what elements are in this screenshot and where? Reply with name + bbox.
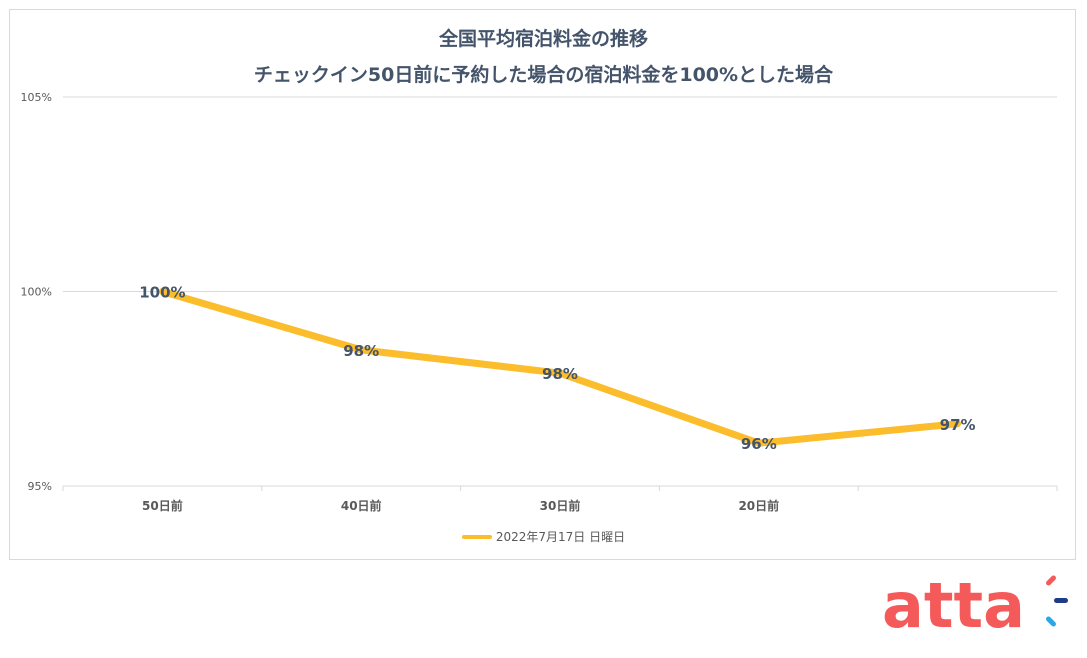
data-label: 96% (741, 435, 777, 453)
chart-legend: 2022年7月17日 日曜日 (0, 528, 1087, 545)
y-tick-label: 105% (21, 91, 52, 104)
data-label: 98% (343, 342, 379, 360)
y-tick-label: 95% (28, 480, 52, 493)
atta-logo-wordmark: atta (882, 572, 1025, 636)
x-tick-label: 30日前 (540, 498, 581, 513)
chart-title: 全国平均宿泊料金の推移 (438, 28, 648, 50)
line-chart: 95% 100% 105% 50日前 40日前 30日前 20日前 100% 98% 98% 96%… (21, 91, 1058, 513)
data-label: 98% (542, 365, 578, 383)
x-tick-label: 50日前 (142, 498, 183, 513)
atta-logo: atta (882, 572, 1068, 636)
chart-frame (9, 9, 1076, 560)
x-tick-label: 20日前 (738, 498, 779, 513)
x-tick-label: 40日前 (341, 498, 382, 513)
logo-accent-red-icon (1046, 575, 1056, 586)
legend-label: 2022年7月17日 日曜日 (495, 530, 626, 544)
chart-subtitle: チェックイン50日前に予約した場合の宿泊料金を100%とした場合 (253, 64, 834, 86)
logo-accent-blue-icon (1046, 616, 1056, 627)
y-tick-label: 100% (21, 286, 52, 299)
logo-accent-navy-icon (1054, 598, 1068, 603)
legend-line-swatch (461, 534, 492, 539)
data-label: 97% (940, 416, 976, 434)
data-label: 100% (139, 284, 185, 302)
